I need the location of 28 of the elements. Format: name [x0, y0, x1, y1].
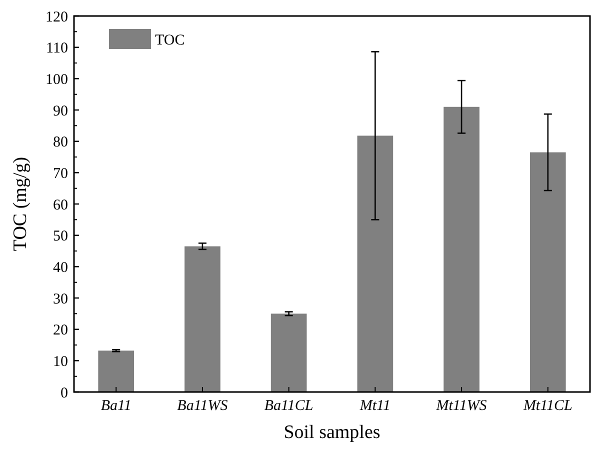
- y-tick-label: 40: [53, 260, 68, 276]
- bar: [444, 106, 480, 392]
- y-tick-label: 90: [53, 103, 68, 120]
- y-tick-label: 30: [53, 291, 68, 308]
- x-tick-label: Ba11WS: [177, 398, 228, 414]
- x-axis-title: Soil samples: [284, 422, 380, 443]
- x-tick-label: Ba11CL: [264, 398, 314, 414]
- y-tick-label: 0: [60, 385, 68, 402]
- bar: [530, 152, 566, 392]
- x-tick-label: Ba11: [100, 398, 132, 414]
- bar: [98, 350, 134, 392]
- y-tick-label: 20: [53, 322, 68, 339]
- y-tick-label: 10: [53, 354, 68, 370]
- bar: [184, 246, 220, 392]
- y-tick-label: 110: [46, 40, 68, 57]
- x-tick-label: Mt11WS: [435, 398, 488, 414]
- bar: [270, 314, 307, 392]
- bar: [357, 136, 394, 392]
- y-axis-title: TOC (mg/g): [10, 156, 31, 252]
- x-tick-label: Mt11CL: [522, 398, 572, 414]
- x-tick-label: Mt11: [358, 398, 390, 414]
- y-tick-label: 80: [53, 134, 68, 151]
- y-tick-label: 70: [53, 166, 68, 182]
- y-tick-label: 50: [53, 228, 68, 245]
- y-tick-label: 60: [53, 197, 68, 214]
- y-tick-label: 120: [46, 9, 68, 26]
- y-tick-label: 100: [46, 72, 68, 88]
- legend-label: TOC: [155, 32, 185, 48]
